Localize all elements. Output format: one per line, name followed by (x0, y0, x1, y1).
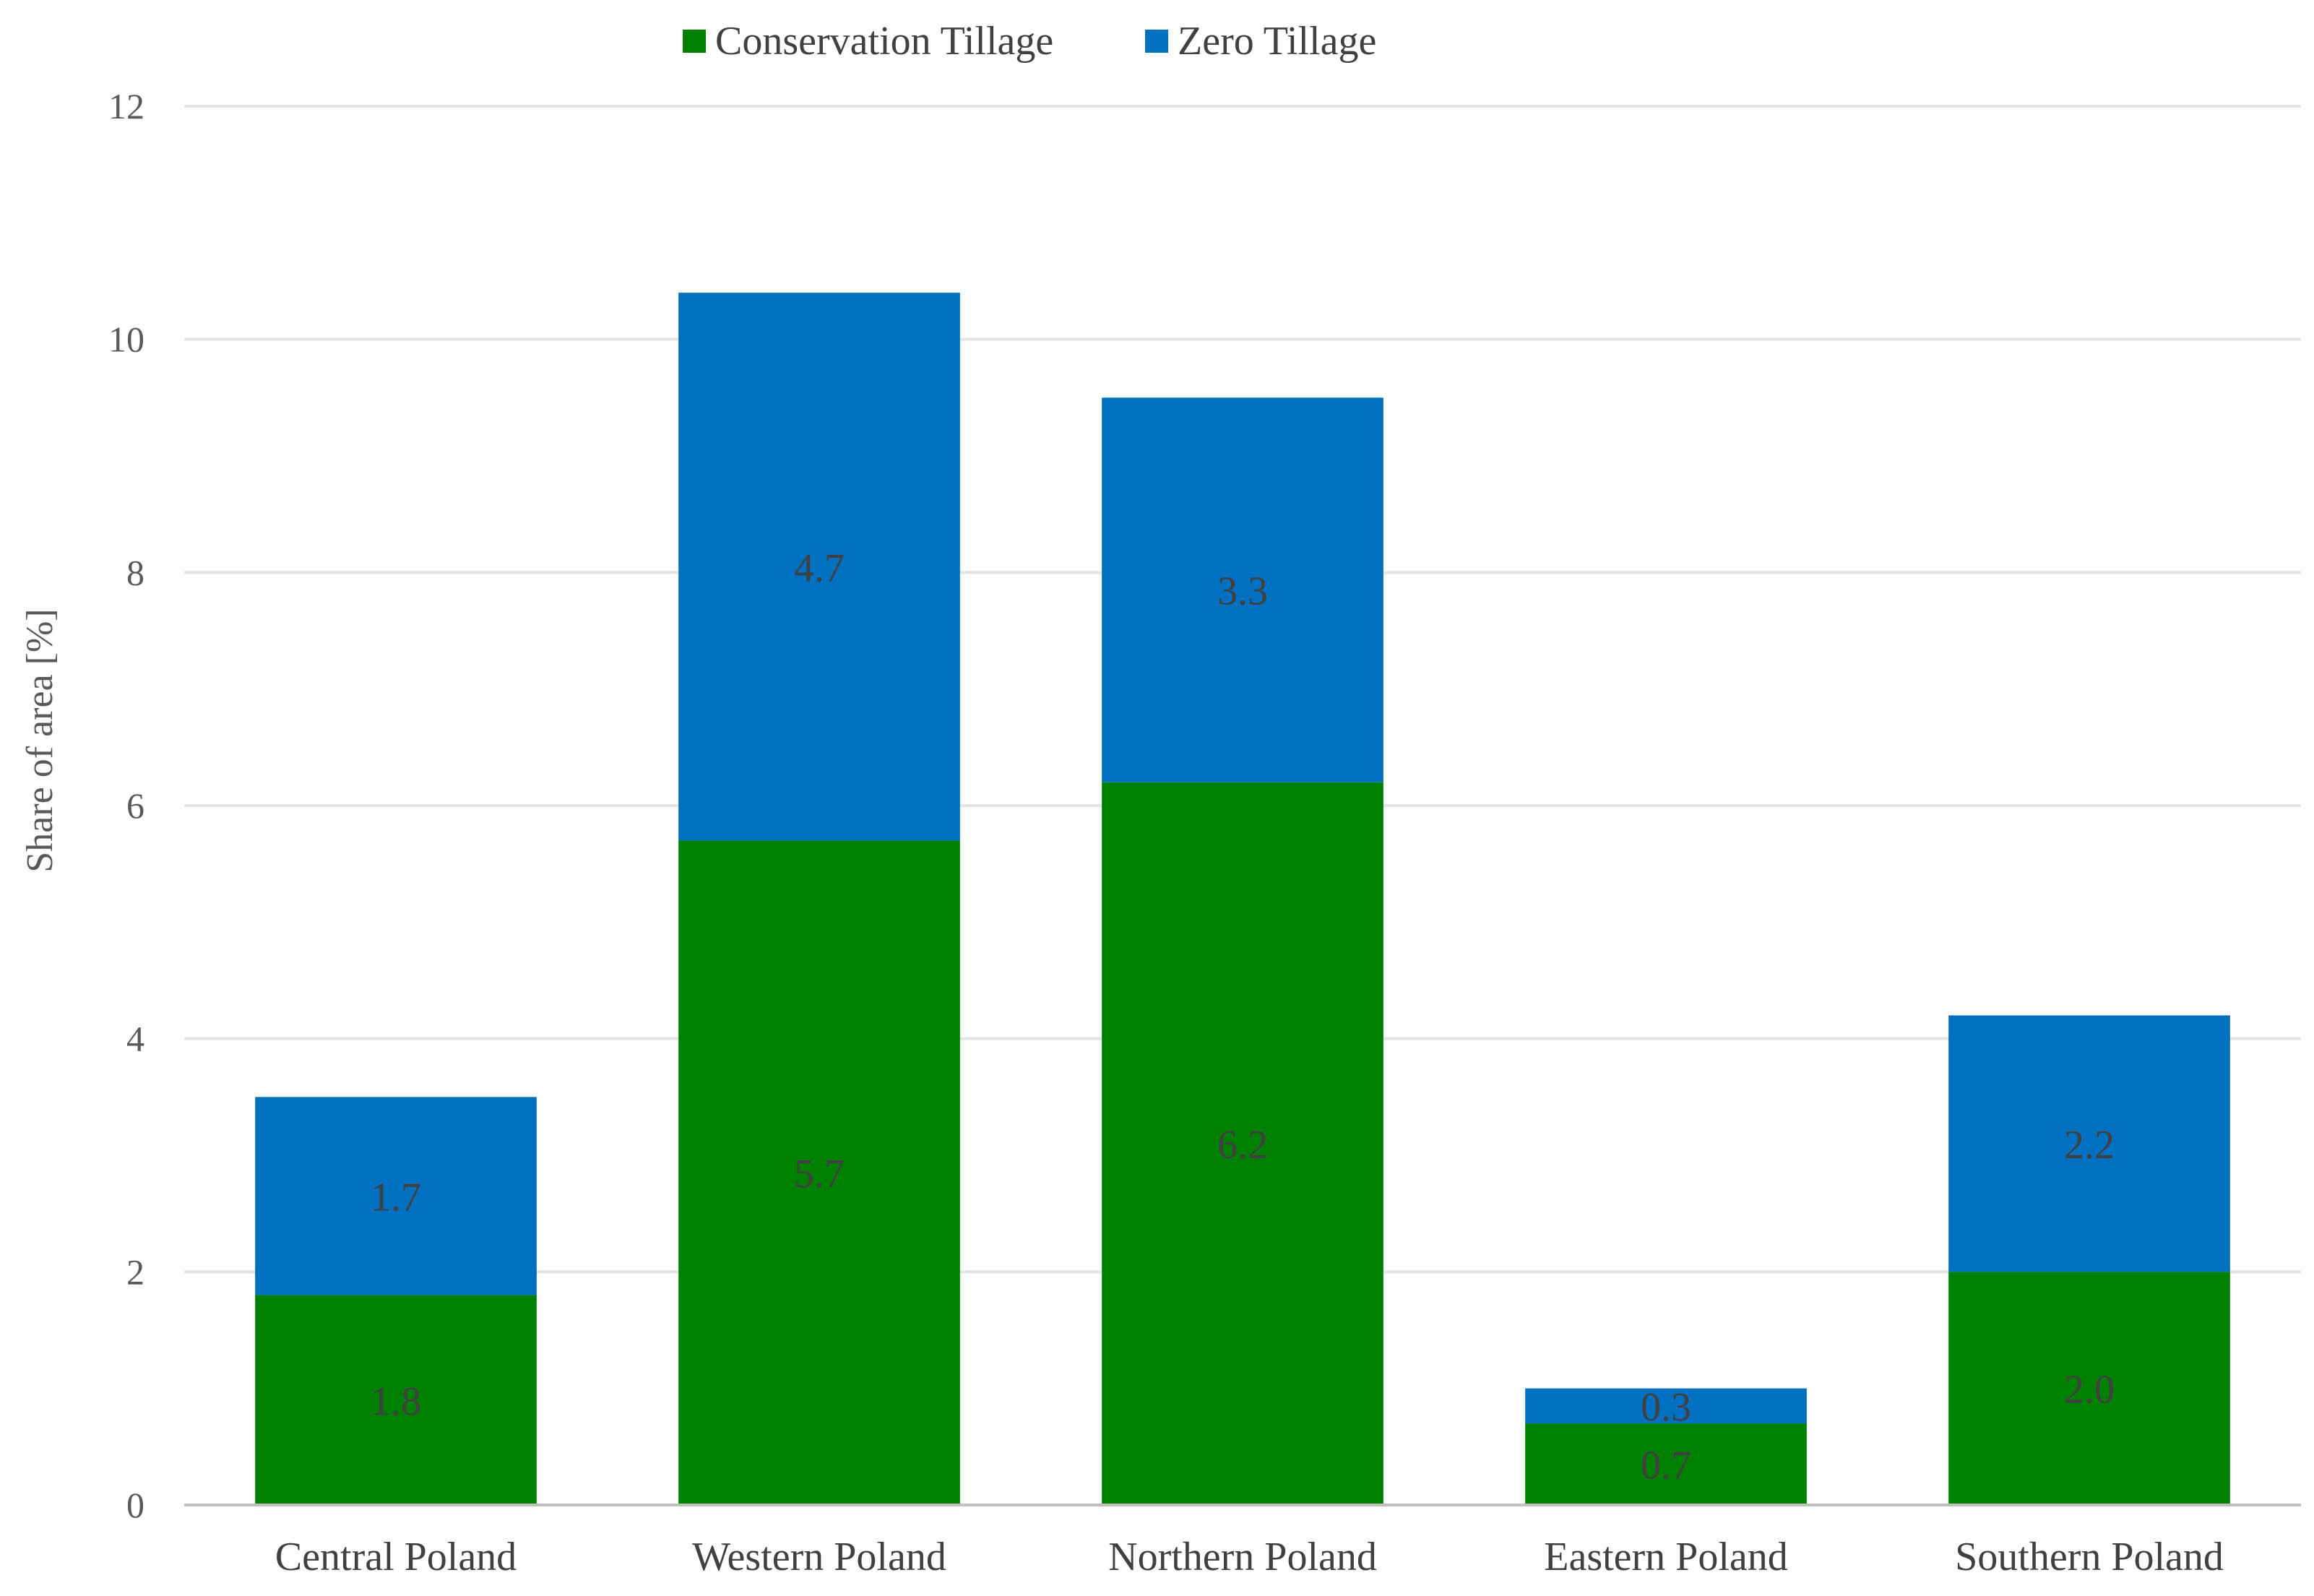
bar-zero-tillage (255, 1097, 537, 1295)
data-label: 1.8 (371, 1379, 421, 1424)
legend-swatch (1145, 30, 1168, 53)
bar-conservation-tillage (1102, 782, 1383, 1505)
legend-label: Conservation Tillage (715, 19, 1053, 64)
bar-zero-tillage (1102, 397, 1383, 782)
data-label: 6.2 (1217, 1123, 1268, 1168)
data-label: 0.3 (1641, 1385, 1691, 1430)
data-label: 5.7 (794, 1152, 845, 1196)
y-tick-label: 12 (108, 86, 144, 126)
bar-zero-tillage (1525, 1388, 1807, 1424)
bar-zero-tillage (678, 293, 960, 841)
x-category-label: Western Poland (692, 1535, 946, 1579)
y-axis-ticks: 0 2 4 6 8 10 12 (108, 86, 144, 1525)
legend: Conservation Tillage Zero Tillage (683, 19, 1376, 64)
data-label: 2.2 (2064, 1123, 2115, 1168)
y-tick-label: 10 (108, 319, 144, 360)
data-label: 1.7 (371, 1175, 421, 1220)
y-tick-label: 6 (126, 785, 144, 826)
y-axis-title: Share of area [%] (20, 608, 61, 872)
data-label: 3.3 (1217, 569, 1268, 614)
bars (255, 293, 2230, 1505)
y-tick-label: 2 (126, 1251, 144, 1292)
legend-swatch (683, 30, 706, 53)
x-category-label: Central Poland (275, 1535, 517, 1579)
y-tick-label: 8 (126, 552, 144, 592)
bar-conservation-tillage (1525, 1423, 1807, 1505)
legend-label: Zero Tillage (1178, 19, 1376, 64)
x-axis-categories: Central Poland Western Poland Northern Pol… (275, 1535, 2224, 1579)
bar-conservation-tillage (678, 840, 960, 1505)
data-label: 4.7 (794, 545, 845, 590)
data-label: 2.0 (2064, 1368, 2115, 1412)
y-tick-label: 4 (126, 1019, 144, 1059)
x-category-label: Eastern Poland (1544, 1535, 1787, 1579)
data-label: 0.7 (1641, 1444, 1691, 1488)
data-labels: 1.8 1.7 5.7 4.7 6.2 3.3 0.7 0.3 2.0 2.2 (371, 545, 2115, 1488)
x-category-label: Northern Poland (1108, 1535, 1377, 1579)
bar-conservation-tillage (1948, 1272, 2230, 1505)
y-tick-label: 0 (126, 1485, 144, 1525)
bar-conservation-tillage (255, 1295, 537, 1505)
bar-zero-tillage (1948, 1015, 2230, 1272)
x-category-label: Southern Poland (1955, 1535, 2224, 1579)
